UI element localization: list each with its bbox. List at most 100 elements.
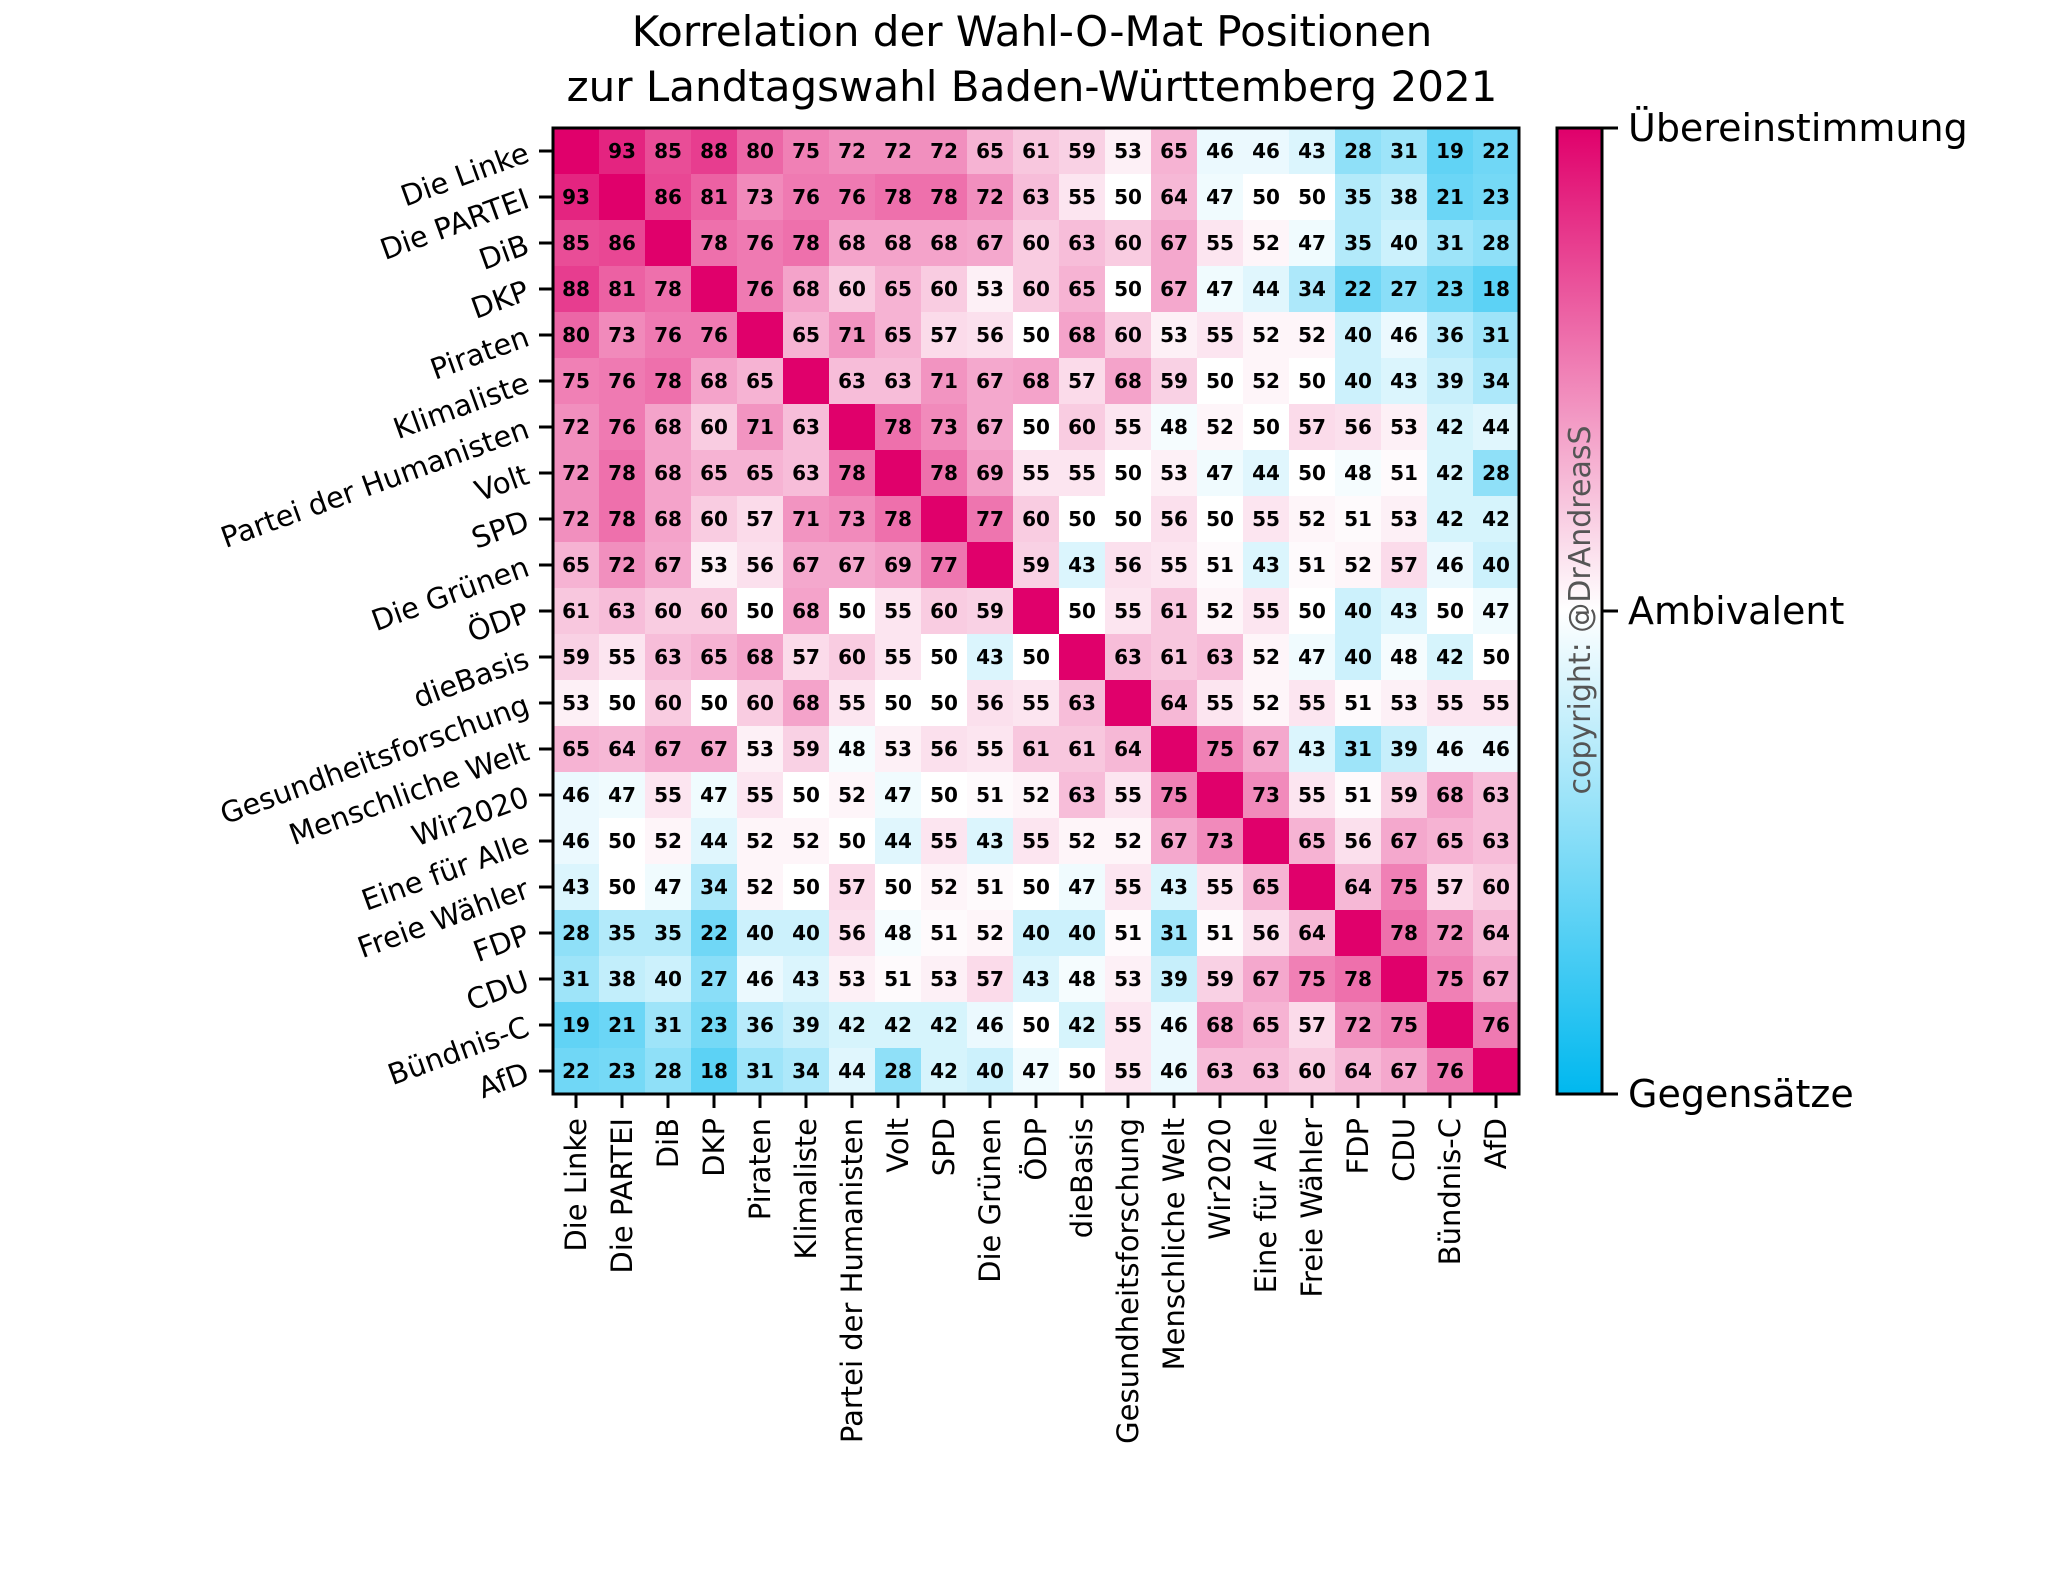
heatmap-cell [553,680,600,727]
heatmap-cell [1427,864,1474,911]
heatmap-cell [783,1002,830,1049]
heatmap-cell [1243,220,1290,267]
heatmap-cell [1013,358,1060,405]
cell-value-label: 64 [1160,185,1188,209]
heatmap-cell [1289,910,1336,957]
heatmap-cell [1335,542,1382,589]
cell-value-label: 53 [1390,507,1418,531]
cell-value-label: 71 [746,415,774,439]
heatmap-cell [875,312,922,359]
cell-value-label: 43 [1390,599,1418,623]
heatmap-cell [875,956,922,1003]
y-tick-label: Volt [470,458,533,509]
cell-value-label: 67 [1482,967,1510,991]
x-tick-label: ÖDP [1019,1118,1053,1181]
cell-value-label: 60 [838,277,866,301]
cell-value-label: 73 [746,185,774,209]
heatmap-cell [1197,542,1244,589]
cell-value-label: 18 [1482,277,1510,301]
cell-value-label: 42 [884,1013,912,1037]
heatmap-cell [967,772,1014,819]
heatmap-cell [1243,1002,1290,1049]
cell-value-label: 53 [976,277,1004,301]
cell-value-label: 73 [930,415,958,439]
heatmap-cell [921,1002,968,1049]
cell-value-label: 72 [562,507,590,531]
heatmap-cell [1151,588,1198,635]
cell-value-label: 52 [1252,369,1280,393]
heatmap-cell [599,680,646,727]
heatmap-cell [1381,910,1428,957]
cell-value-label: 47 [1482,599,1510,623]
cell-value-label: 60 [930,277,958,301]
cell-value-label: 65 [1298,829,1326,853]
heatmap-cell [645,174,692,221]
cell-value-label: 47 [654,875,682,899]
heatmap-cell [1289,588,1336,635]
cell-value-label: 51 [1114,921,1142,945]
heatmap-cell [599,312,646,359]
cell-value-label: 55 [1068,461,1096,485]
heatmap-cell [1289,1048,1336,1095]
cell-value-label: 68 [930,231,958,255]
heatmap-cell [1381,220,1428,267]
cell-value-label: 55 [1252,507,1280,531]
cell-value-label: 77 [976,507,1004,531]
heatmap-cell [691,680,738,727]
cell-value-label: 67 [976,415,1004,439]
heatmap-cell [553,174,600,221]
heatmap-cell [1289,358,1336,405]
heatmap-cell [829,588,876,635]
cell-value-label: 46 [1436,737,1464,761]
heatmap-cell [645,404,692,451]
cell-value-label: 78 [930,461,958,485]
heatmap-cell [1197,634,1244,681]
heatmap-cell [691,174,738,221]
cell-value-label: 47 [1298,231,1326,255]
heatmap-cell [599,450,646,497]
cell-value-label: 67 [1160,277,1188,301]
cell-value-label: 57 [1298,415,1326,439]
cell-value-label: 67 [1252,967,1280,991]
heatmap-cell [1059,542,1106,589]
heatmap-cell [1059,1002,1106,1049]
cell-value-label: 76 [838,185,866,209]
cell-value-label: 59 [1068,139,1096,163]
heatmap-cell [1059,588,1106,635]
cell-value-label: 78 [884,507,912,531]
heatmap-cell [1289,174,1336,221]
cell-value-label: 46 [562,783,590,807]
heatmap-cell [1013,1048,1060,1095]
heatmap-cell [1243,818,1290,865]
heatmap-cell [921,358,968,405]
cell-value-label: 46 [1206,139,1234,163]
heatmap-cell [783,772,830,819]
heatmap-cell [1013,266,1060,313]
cell-value-label: 60 [1022,231,1050,255]
cell-value-label: 40 [976,1059,1004,1083]
cell-value-label: 68 [884,231,912,255]
heatmap-cell [1473,864,1520,911]
cell-value-label: 67 [976,231,1004,255]
heatmap-cell [1059,772,1106,819]
heatmap-cell [1243,772,1290,819]
heatmap-cell [1289,818,1336,865]
heatmap-cell [783,220,830,267]
heatmap-cell [1381,404,1428,451]
cell-value-label: 59 [562,645,590,669]
cell-value-label: 65 [562,737,590,761]
heatmap-cell [967,1002,1014,1049]
heatmap-cell [1059,358,1106,405]
cell-value-label: 52 [1298,507,1326,531]
cell-value-label: 93 [608,139,636,163]
cell-value-label: 40 [792,921,820,945]
heatmap-cell [875,358,922,405]
cell-value-label: 19 [562,1013,590,1037]
cell-value-label: 59 [1206,967,1234,991]
heatmap-cell [1243,1048,1290,1095]
heatmap-cell [1289,542,1336,589]
heatmap-cell [921,956,968,1003]
cell-value-label: 72 [1344,1013,1372,1037]
heatmap-cell [829,542,876,589]
heatmap-cell [737,680,784,727]
